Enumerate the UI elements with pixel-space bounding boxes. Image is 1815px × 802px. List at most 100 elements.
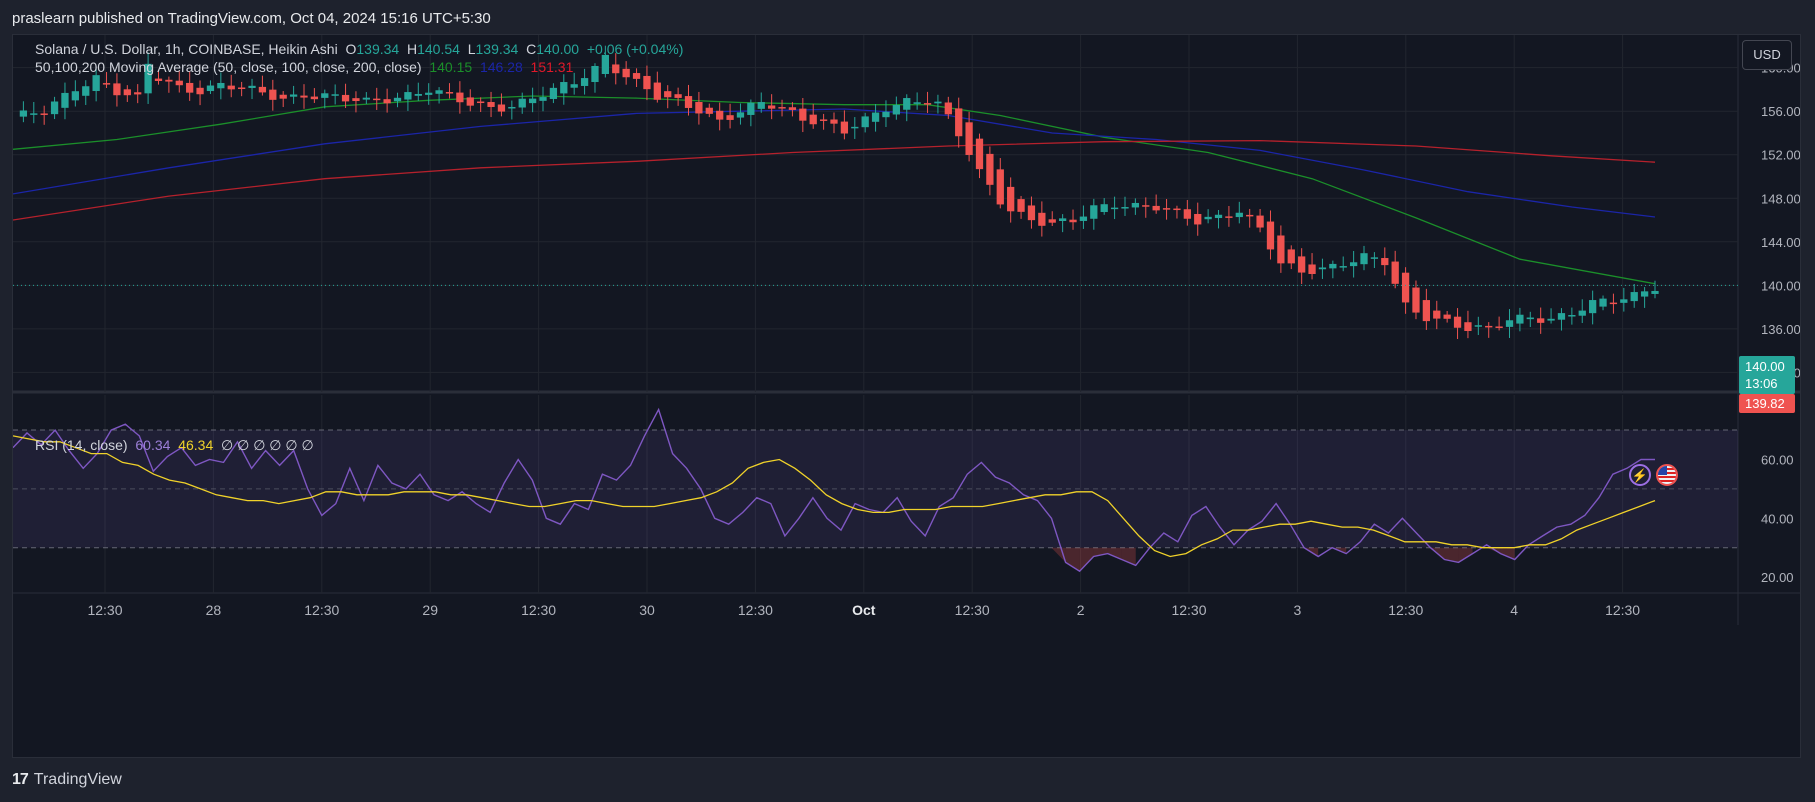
candle-body [321, 93, 329, 98]
candle-body [1027, 205, 1036, 221]
time-tick-label: 12:30 [1171, 602, 1206, 618]
candle-body [986, 153, 994, 185]
price-tick-label: 136.00 [1761, 322, 1800, 337]
ma100-value: 146.28 [479, 59, 523, 75]
candle-body [944, 102, 952, 115]
candle-body [1048, 219, 1056, 223]
candle-body [1609, 302, 1618, 305]
candle-body [1630, 292, 1638, 302]
candle-body [269, 89, 277, 100]
candle-body [1131, 202, 1140, 208]
candle-body [726, 115, 734, 120]
candle-body [560, 82, 568, 94]
candle-body [903, 98, 911, 110]
candle-body [747, 102, 755, 115]
candle-body [383, 99, 391, 104]
candle-body [1620, 299, 1628, 303]
symbol-legend: Solana / U.S. Dollar, 1h, COINBASE, Heik… [35, 41, 683, 57]
candle-body [923, 103, 932, 105]
ohlc-h-value: 140.54 [417, 41, 460, 57]
rsi-legend: RSI (14, close) 60.34 46.34 ∅ ∅ ∅ ∅ ∅ ∅ [35, 437, 314, 454]
candle-body [1505, 320, 1514, 327]
candle-body [882, 111, 890, 118]
candle-body [466, 97, 474, 106]
candle-body [1599, 298, 1607, 307]
footer-branding[interactable]: 17 TradingView [12, 771, 122, 789]
candle-body [1246, 214, 1254, 217]
price-tick-label: 156.00 [1761, 104, 1800, 119]
candle-body [1152, 205, 1160, 211]
candle-body [799, 108, 807, 121]
rsi-band-background [13, 430, 1738, 548]
candle-body [1370, 257, 1379, 259]
candle-body [414, 93, 422, 96]
us-flag-icon[interactable] [1656, 464, 1678, 486]
candle-body [1318, 267, 1327, 270]
candle-body [113, 83, 121, 96]
candle-body [1121, 207, 1129, 209]
time-tick-label: 12:30 [1605, 602, 1640, 618]
candle-body [809, 114, 817, 125]
candle-body [570, 84, 578, 88]
chart-frame[interactable]: 12:30 28 12:30 29 12:30 30 12:30 Oct 12:30 2 12:30… [12, 34, 1801, 758]
tradingview-logo-icon: 17 [12, 771, 29, 788]
candle-body [279, 94, 287, 99]
candle-body [352, 98, 360, 102]
candle-body [913, 102, 921, 104]
ma-line-ma50 [13, 95, 1656, 285]
candle-body [632, 73, 641, 79]
candle-body [393, 97, 402, 102]
candle-body [1391, 261, 1399, 284]
rsi-oversold-fill [1486, 547, 1501, 554]
candle-body [1526, 317, 1534, 320]
candle-body [1266, 221, 1275, 250]
candle-body [206, 85, 215, 92]
candle-body [1173, 208, 1181, 211]
candle-body [134, 92, 142, 95]
candle-body [830, 119, 838, 124]
candle-body [1474, 325, 1482, 327]
candle-body [40, 113, 48, 115]
ohlc-l-value: 139.34 [475, 41, 519, 57]
candle-body [508, 106, 516, 109]
candle-body [695, 102, 703, 114]
candle-body [1194, 213, 1202, 225]
lightning-icon[interactable]: ⚡ [1629, 464, 1651, 486]
candle-body [1381, 258, 1389, 266]
candle-body [310, 96, 319, 100]
currency-button[interactable]: USD [1742, 40, 1792, 70]
price-change: +0.06 (+0.04%) [586, 41, 684, 57]
time-tick-label: 12:30 [521, 602, 556, 618]
candle-body [487, 102, 495, 107]
last-price-value: 140.00 [1745, 359, 1785, 374]
ohlc-l-label: L [467, 41, 476, 57]
candle-body [50, 101, 59, 115]
candle-body [716, 110, 724, 120]
rsi-oversold-fill [1500, 547, 1515, 560]
rsi-tick-label: 60.00 [1761, 452, 1794, 467]
candle-body [217, 82, 225, 89]
candle-body [1090, 205, 1098, 219]
candle-body [1017, 199, 1025, 212]
candle-body [1069, 219, 1077, 223]
candle-body [757, 102, 765, 109]
candle-body [1401, 272, 1410, 303]
candle-body [497, 104, 506, 112]
candle-body [1557, 313, 1566, 320]
candle-body [1516, 314, 1524, 324]
ma-label: 50,100,200 Moving Average (50, close, 10… [35, 59, 422, 75]
chart-canvas[interactable]: 12:30 28 12:30 29 12:30 30 12:30 Oct 12:30 2 12:30… [13, 35, 1800, 757]
candle-body [404, 92, 412, 100]
candle-body [1433, 310, 1441, 319]
ma-legend: 50,100,200 Moving Average (50, close, 10… [35, 59, 573, 75]
candle-body [1339, 266, 1347, 268]
candle-body [82, 86, 90, 96]
rsi-tick-label: 40.00 [1761, 511, 1794, 526]
candle-body [144, 63, 152, 94]
time-tick-label: 12:30 [955, 602, 990, 618]
candle-body [1110, 207, 1119, 210]
rsi-oversold-fill [1065, 547, 1080, 572]
rsi-tick-label: 20.00 [1761, 570, 1794, 585]
candle-body [30, 113, 38, 115]
ma50-value: 140.15 [429, 59, 473, 75]
